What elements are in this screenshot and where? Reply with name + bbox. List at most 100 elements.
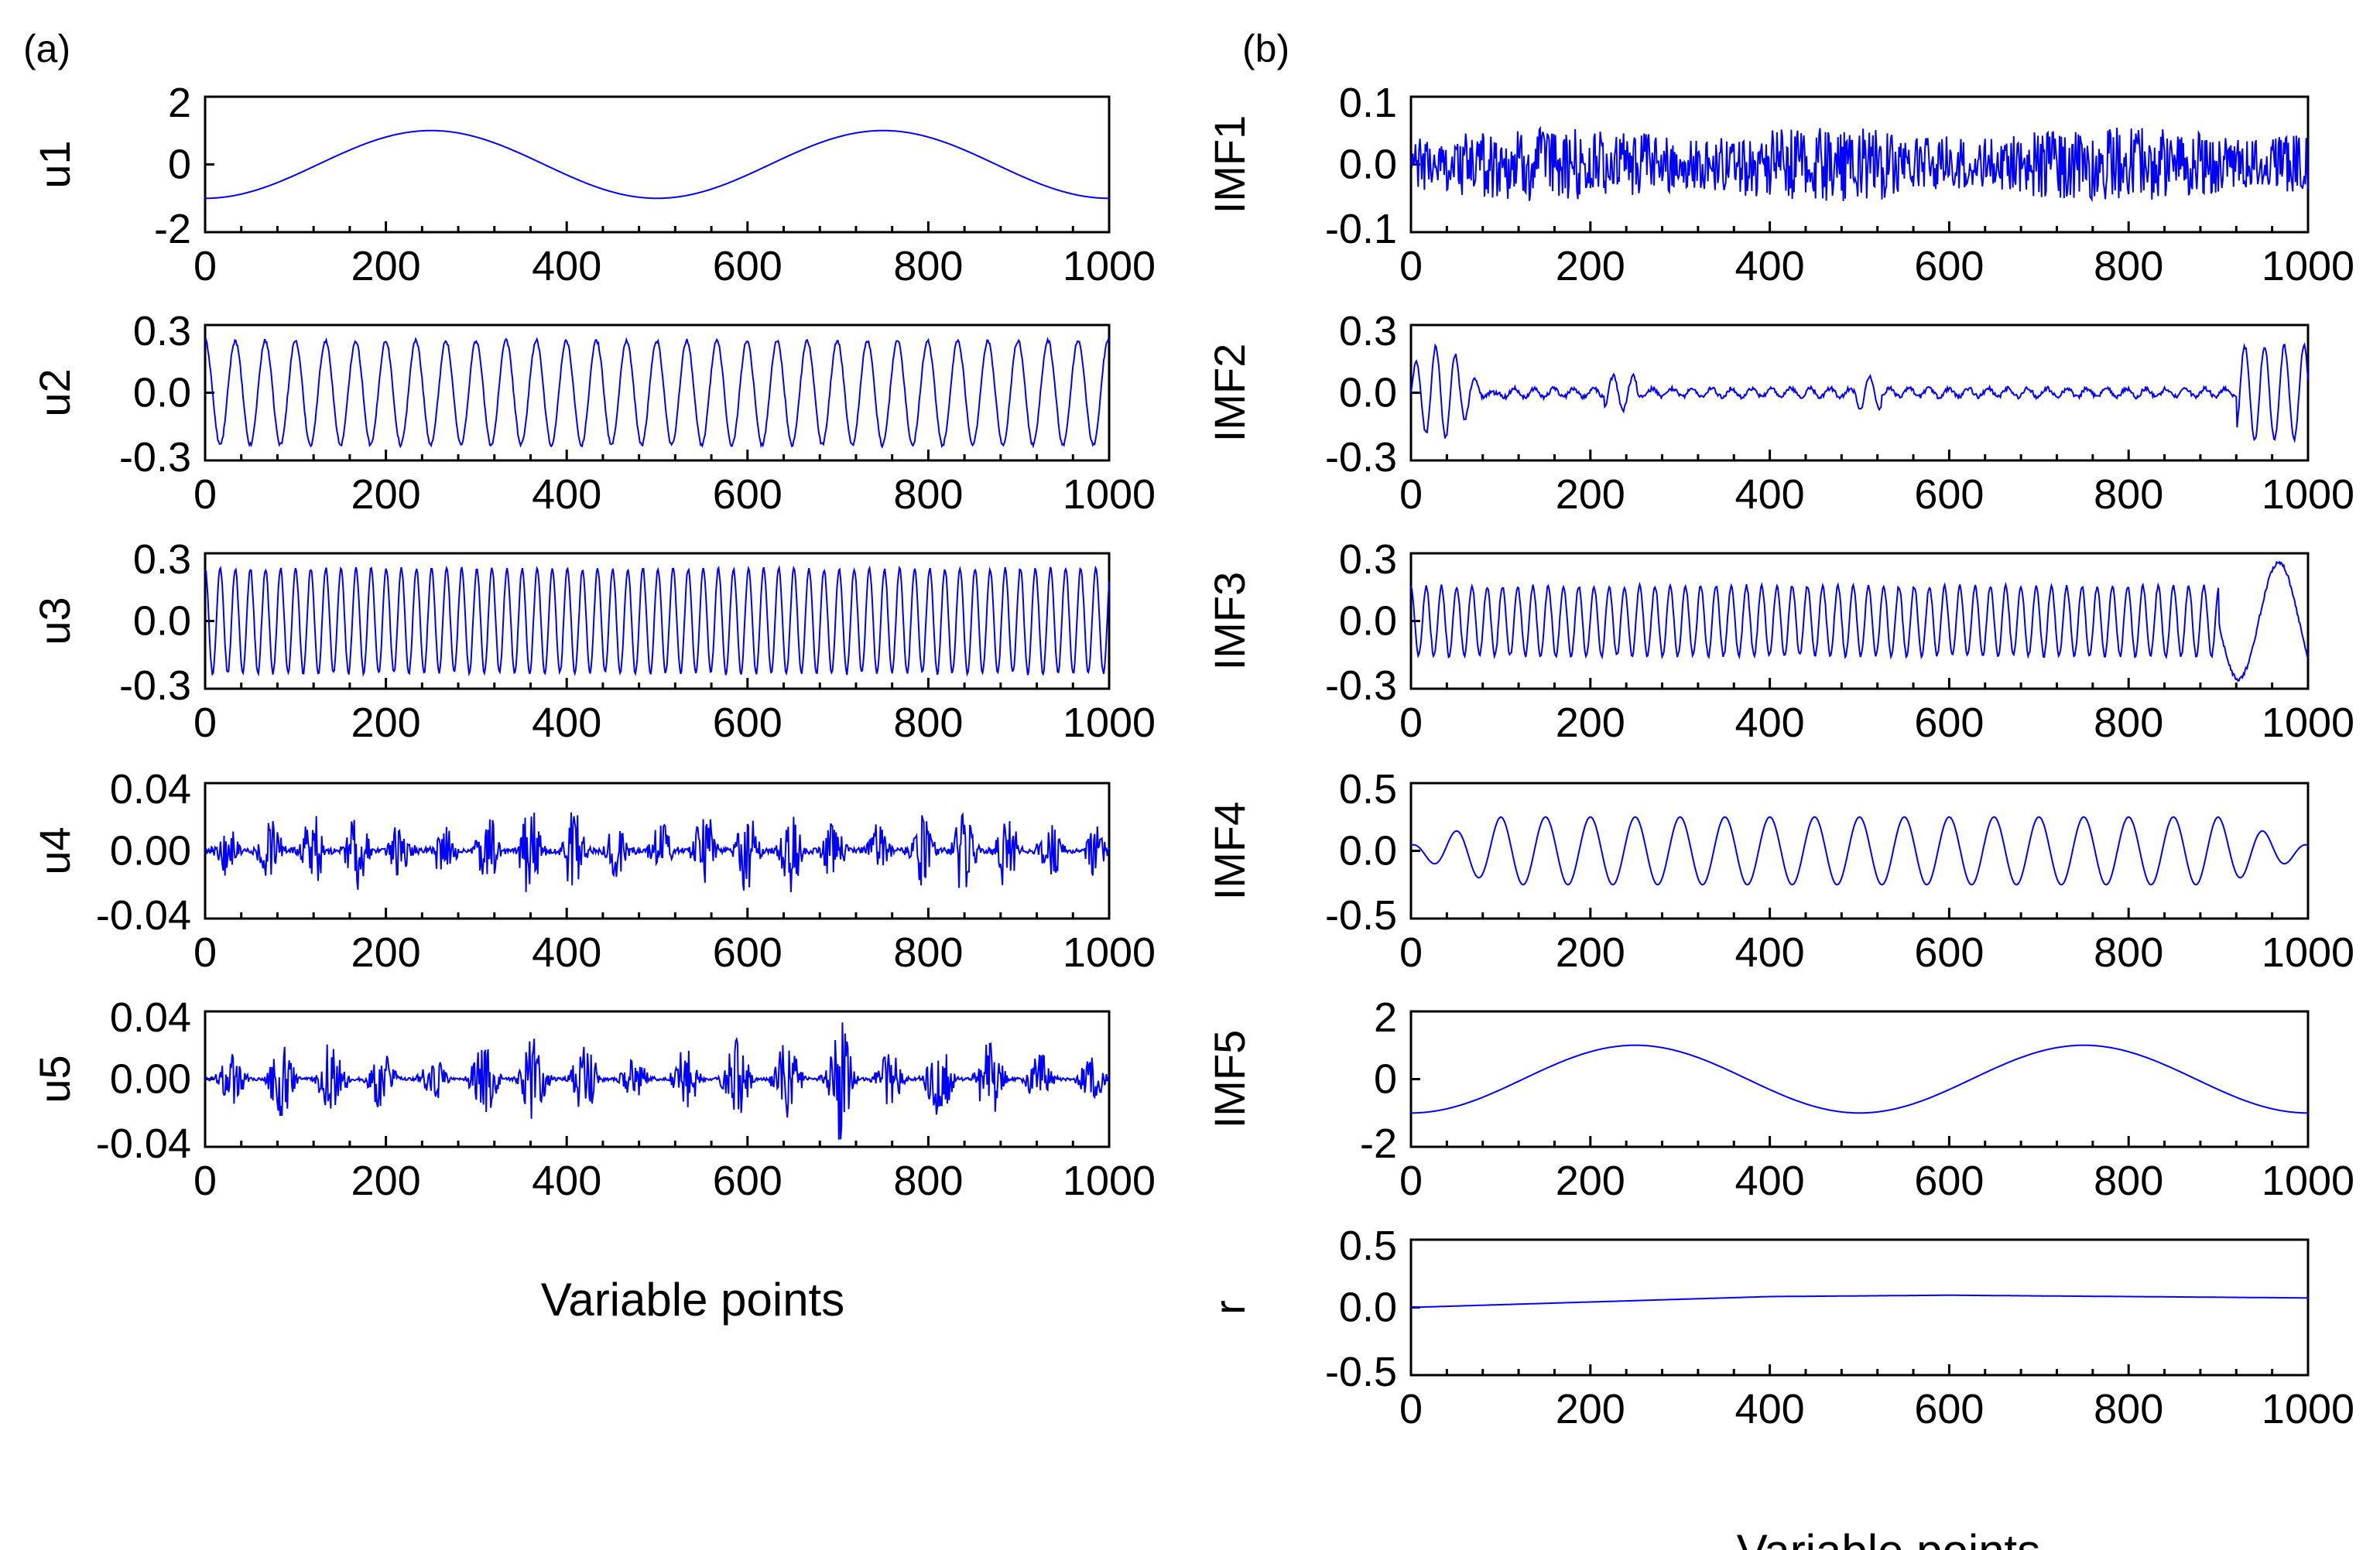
y-tick-label: -0.3 xyxy=(119,434,191,481)
x-tick-label: 800 xyxy=(893,700,963,746)
y-axis-label: r xyxy=(1205,1300,1254,1315)
x-tick-label: 800 xyxy=(893,929,963,976)
y-tick-label: 2 xyxy=(168,80,191,126)
series-line-IMF1 xyxy=(1410,125,2309,203)
x-tick-label: 1000 xyxy=(2262,243,2354,289)
series-line-u2 xyxy=(204,336,1110,449)
x-tick-label: 200 xyxy=(351,243,421,289)
y-tick-label: -0.1 xyxy=(1325,206,1397,252)
x-tick-label: 0 xyxy=(1399,243,1423,289)
x-tick-label: 1000 xyxy=(2262,700,2354,746)
subplot-IMF3: 0 200 400 600 800 1000 0.3 0.0 -0.3 IMF3 xyxy=(1205,536,2354,746)
series-line-IMF5 xyxy=(1410,1044,2309,1114)
x-tick-label: 400 xyxy=(532,700,601,746)
x-axis-title-b: Variable points xyxy=(1737,1525,2040,1550)
y-axis-label: u5 xyxy=(30,1055,79,1103)
y-tick-label: 0.3 xyxy=(133,536,191,583)
x-tick-label: 0 xyxy=(1399,1158,1423,1204)
y-tick-label: -2 xyxy=(154,206,191,252)
x-tick-label: 200 xyxy=(1556,1386,1625,1432)
x-tick-label: 800 xyxy=(2094,1158,2163,1204)
x-tick-label: 600 xyxy=(1914,700,1984,746)
y-tick-label: 0 xyxy=(1374,1056,1397,1103)
plot-frame xyxy=(204,95,1111,234)
x-tick-label: 0 xyxy=(193,243,217,289)
y-axis-label: IMF1 xyxy=(1205,115,1254,214)
x-tick-label: 0 xyxy=(193,700,217,746)
x-tick-label: 400 xyxy=(1735,700,1805,746)
x-tick-label: 400 xyxy=(1735,471,1805,518)
x-tick-label: 800 xyxy=(2094,471,2163,518)
series-line-IMF3 xyxy=(1410,560,2309,683)
y-axis-label: u3 xyxy=(30,597,79,645)
x-tick-label: 1000 xyxy=(1063,243,1156,289)
series-line-u5 xyxy=(204,1022,1110,1140)
x-tick-label: 800 xyxy=(893,471,963,518)
x-tick-label: 200 xyxy=(351,700,421,746)
subplot-IMF1: 0 200 400 600 800 1000 0.1 0.0 -0.1 IMF1 xyxy=(1205,80,2354,289)
x-tick-label: 400 xyxy=(1735,929,1805,976)
y-tick-label: 0.0 xyxy=(1339,598,1397,645)
x-tick-label: 200 xyxy=(1556,1158,1625,1204)
series-line-IMF2 xyxy=(1410,341,2309,443)
y-tick-label: 0.5 xyxy=(1339,766,1397,813)
subplot-IMF4: 0 200 400 600 800 1000 0.5 0.0 -0.5 IMF4 xyxy=(1205,766,2354,976)
y-axis-label: IMF2 xyxy=(1205,344,1254,443)
panel-label-a: (a) xyxy=(23,27,70,70)
y-tick-label: -2 xyxy=(1360,1121,1397,1167)
plot-frame xyxy=(1409,552,2310,690)
y-axis-label: IMF5 xyxy=(1205,1030,1254,1129)
y-axis-label: IMF3 xyxy=(1205,572,1254,671)
x-tick-label: 400 xyxy=(532,243,601,289)
y-tick-label: 0.04 xyxy=(110,766,191,813)
x-tick-label: 600 xyxy=(1914,929,1984,976)
y-tick-label: -0.3 xyxy=(1325,434,1397,481)
x-tick-label: 800 xyxy=(2094,700,2163,746)
x-tick-label: 0 xyxy=(1399,929,1423,976)
x-tick-label: 600 xyxy=(1914,1386,1984,1432)
x-axis-title-a: Variable points xyxy=(541,1274,844,1326)
series-line-u3 xyxy=(204,564,1110,677)
y-tick-label: -0.04 xyxy=(96,892,191,939)
x-tick-label: 800 xyxy=(2094,929,2163,976)
y-tick-label: 0.1 xyxy=(1339,80,1397,126)
x-tick-label: 800 xyxy=(893,1158,963,1204)
y-tick-label: 0.00 xyxy=(110,1056,191,1103)
y-tick-label: 0.04 xyxy=(110,994,191,1041)
x-tick-label: 600 xyxy=(1914,1158,1984,1204)
x-tick-label: 400 xyxy=(1735,243,1805,289)
y-tick-label: 0.3 xyxy=(1339,308,1397,354)
y-tick-label: 0.0 xyxy=(1339,1285,1397,1331)
y-axis-label: u2 xyxy=(30,368,79,416)
y-tick-label: 0.3 xyxy=(133,308,191,354)
x-tick-label: 400 xyxy=(532,929,601,976)
x-tick-label: 1000 xyxy=(1063,929,1156,976)
x-tick-label: 0 xyxy=(1399,471,1423,518)
x-tick-label: 800 xyxy=(2094,243,2163,289)
x-tick-label: 600 xyxy=(1914,471,1984,518)
x-tick-label: 200 xyxy=(351,929,421,976)
plot-frame xyxy=(1409,323,2310,462)
x-tick-label: 1000 xyxy=(2262,1386,2354,1432)
subplot-r: 0 200 400 600 800 1000 0.5 0.0 -0.5 r xyxy=(1205,1223,2354,1432)
y-axis-label: u1 xyxy=(30,140,79,188)
x-tick-label: 600 xyxy=(713,243,782,289)
subplot-u5: 0 200 400 600 800 1000 0.04 0.00 -0.04 u5 xyxy=(30,994,1156,1204)
y-tick-label: 0 xyxy=(168,142,191,188)
x-tick-label: 200 xyxy=(351,471,421,518)
y-tick-label: 0.0 xyxy=(133,598,191,645)
y-tick-label: -0.3 xyxy=(119,662,191,709)
y-tick-label: -0.5 xyxy=(1325,892,1397,939)
x-tick-label: 400 xyxy=(1735,1158,1805,1204)
plot-frame xyxy=(1409,1238,2310,1377)
x-tick-label: 0 xyxy=(193,471,217,518)
y-tick-label: 0.0 xyxy=(1339,142,1397,188)
y-tick-label: 0.5 xyxy=(1339,1223,1397,1269)
x-tick-label: 600 xyxy=(713,700,782,746)
x-tick-label: 1000 xyxy=(1063,700,1156,746)
plot-frame xyxy=(1409,782,2310,920)
x-tick-label: 200 xyxy=(1556,243,1625,289)
subplot-u4: 0 200 400 600 800 1000 0.04 0.00 -0.04 u4 xyxy=(30,766,1156,976)
